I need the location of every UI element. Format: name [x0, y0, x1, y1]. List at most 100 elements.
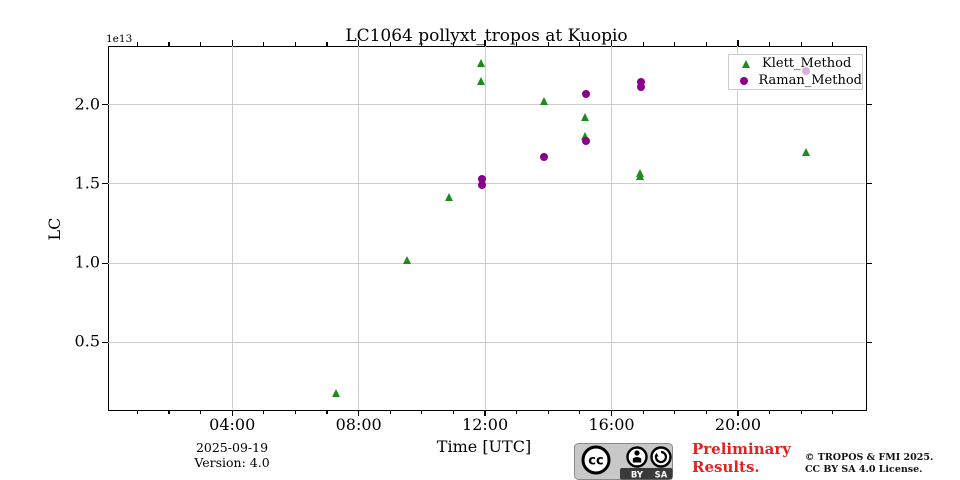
y-tick-label: 2.0 [74, 94, 100, 114]
copyright-note: © TROPOS & FMI 2025. CC BY SA 4.0 Licens… [805, 452, 934, 475]
y-gridline [108, 341, 865, 343]
data-point-raman_method [540, 152, 549, 161]
cc-sa-text: SA [655, 471, 668, 480]
x-gridline [611, 46, 612, 409]
data-point-klett_method [581, 113, 590, 122]
y-axis-label: LC [45, 217, 64, 241]
footer-date: 2025-09-19 [195, 440, 269, 455]
legend-label-klett: Klett_Method [762, 56, 852, 71]
x-tick-bottom [800, 410, 802, 415]
x-tick-label: 08:00 [335, 415, 382, 434]
y-tick-right [866, 262, 873, 264]
y-axis-offset-label: 1e13 [106, 33, 133, 45]
preliminary-results-note: Preliminary Results. [692, 440, 791, 476]
footer-version: Version: 4.0 [194, 455, 270, 470]
data-point-raman_method [636, 83, 645, 92]
x-tick-top [516, 41, 518, 46]
cc-logo-icon: cc [581, 445, 611, 475]
y-tick-label: 1.0 [74, 252, 100, 272]
x-tick-top [832, 41, 834, 46]
x-tick-bottom [610, 410, 613, 417]
raman-circle-icon [738, 76, 749, 85]
x-tick-top [484, 40, 486, 46]
x-gridline [737, 46, 739, 409]
legend: Klett_Method Raman_Method [728, 54, 863, 90]
data-point-raman_method [802, 67, 811, 76]
data-point-klett_method [444, 192, 453, 201]
footer-date-version: 2025-09-19 Version: 4.0 [152, 440, 312, 470]
data-point-klett_method [801, 148, 810, 157]
data-point-klett_method [403, 255, 412, 264]
data-point-klett_method [477, 59, 486, 68]
x-tick-bottom [294, 410, 297, 415]
x-tick-top [737, 40, 739, 46]
x-tick-bottom [200, 410, 202, 415]
data-point-klett_method [539, 97, 548, 106]
legend-item-raman: Raman_Method [729, 73, 862, 89]
x-tick-bottom [642, 410, 644, 415]
x-tick-bottom [389, 410, 391, 415]
x-tick-top [421, 41, 423, 46]
x-tick-label: 04:00 [209, 415, 256, 434]
y-gridline [108, 104, 865, 106]
y-gridline [108, 262, 865, 264]
x-tick-top [136, 41, 138, 46]
x-tick-top [452, 41, 455, 46]
x-tick-top [547, 41, 549, 46]
x-tick-label: 12:00 [462, 415, 509, 434]
data-point-raman_method [581, 137, 590, 146]
x-gridline [358, 46, 360, 409]
y-gridline [108, 183, 865, 185]
x-tick-bottom [705, 410, 707, 415]
cc-by-text: BY [631, 471, 644, 480]
x-tick-top [168, 41, 170, 46]
x-tick-top [768, 41, 771, 46]
x-tick-top [674, 41, 676, 46]
x-tick-bottom [452, 410, 455, 415]
data-point-klett_method [581, 132, 590, 141]
x-tick-bottom [768, 410, 771, 415]
y-tick-left [102, 104, 108, 106]
x-tick-label: 20:00 [714, 415, 761, 434]
data-point-raman_method [477, 181, 486, 190]
data-point-klett_method [636, 171, 645, 180]
y-tick-label: 1.5 [74, 173, 100, 193]
x-tick-top [326, 41, 328, 46]
x-tick-top [705, 41, 707, 46]
klett-triangle-icon [738, 59, 753, 68]
x-tick-label: 16:00 [588, 415, 635, 434]
x-tick-bottom [326, 410, 328, 415]
x-tick-top [294, 41, 297, 46]
x-tick-top [642, 41, 644, 46]
x-tick-bottom [832, 410, 834, 415]
data-point-raman_method [477, 175, 486, 184]
data-point-raman_method [636, 78, 645, 87]
y-tick-right [866, 341, 873, 343]
y-tick-left [102, 262, 108, 264]
y-tick-right [866, 183, 873, 185]
legend-item-klett: Klett_Method [729, 56, 862, 72]
x-tick-top [389, 41, 391, 46]
x-tick-top [200, 41, 202, 46]
x-tick-bottom [263, 410, 265, 415]
data-point-klett_method [477, 76, 486, 85]
x-tick-bottom [516, 410, 518, 415]
x-tick-bottom [579, 410, 581, 415]
x-tick-bottom [547, 410, 549, 415]
y-tick-label: 0.5 [74, 331, 100, 351]
y-tick-right [866, 104, 873, 106]
x-tick-bottom [737, 410, 739, 417]
y-tick-left [102, 183, 108, 185]
x-gridline [484, 46, 486, 409]
cc-by-person-icon [626, 446, 648, 468]
data-point-klett_method [332, 389, 341, 398]
x-tick-top [610, 40, 613, 46]
x-tick-top [263, 41, 265, 46]
x-tick-bottom [674, 410, 676, 415]
x-axis-label: Time [UTC] [436, 437, 532, 456]
cc-sa-arrow-icon [650, 446, 672, 468]
plot-area [108, 46, 867, 411]
x-tick-top [579, 41, 581, 46]
y-tick-left [102, 341, 108, 343]
